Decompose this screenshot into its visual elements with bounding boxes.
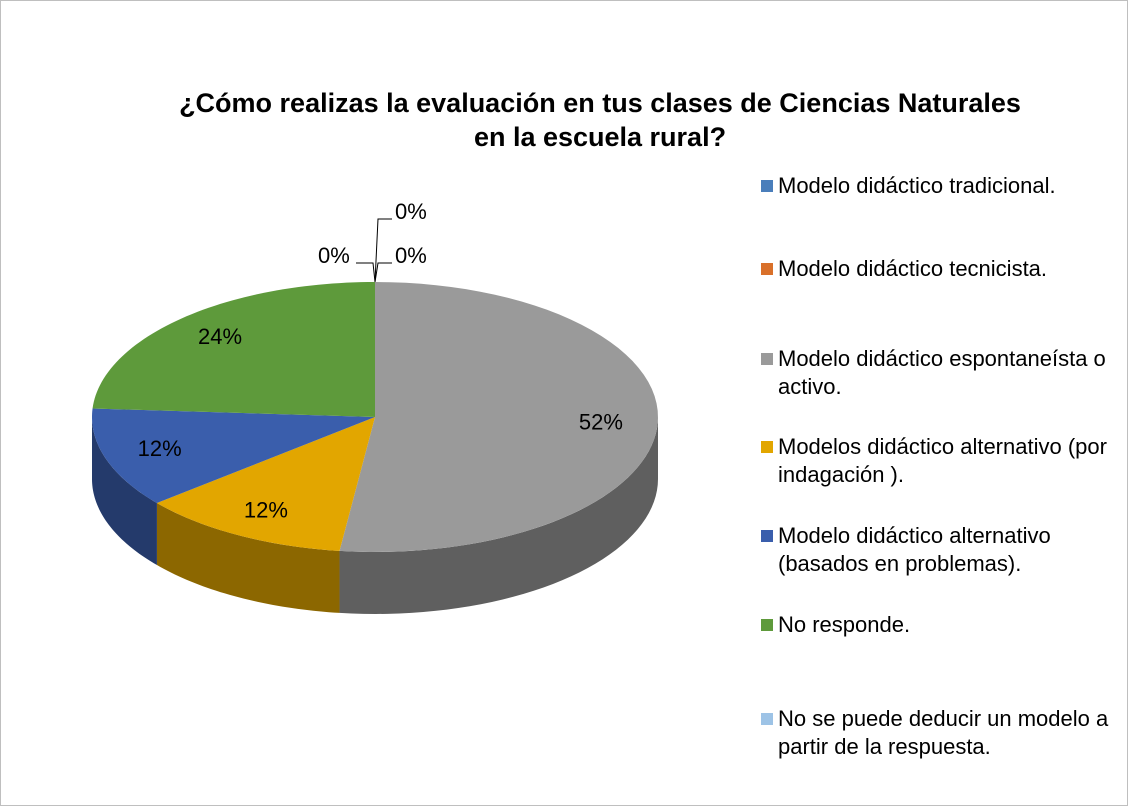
legend-item: No se puede deducir un modelo a partir d… (761, 705, 1128, 761)
legend-swatch (761, 619, 773, 631)
slice-side (339, 417, 658, 614)
chart-title: ¿Cómo realizas la evaluación en tus clas… (179, 88, 1021, 152)
data-label: 24% (198, 324, 242, 349)
legend-swatch (761, 263, 773, 275)
slice (156, 417, 375, 551)
data-label: 0% (395, 243, 427, 268)
legend-label: Modelo didáctico tradicional. (778, 173, 1056, 198)
legend-item: Modelo didáctico alternativo (basados en… (761, 522, 1128, 578)
legend-label: Modelos didáctico alternativo (por indag… (778, 434, 1107, 487)
data-label: 12% (138, 436, 182, 461)
slice (92, 282, 375, 417)
leader-line (374, 262, 392, 283)
legend-label: No se puede deducir un modelo a partir d… (778, 706, 1109, 759)
leader-line (374, 218, 392, 283)
legend-item: Modelos didáctico alternativo (por indag… (761, 433, 1128, 489)
legend-item: Modelo didáctico tradicional. (761, 172, 1128, 200)
leader-line (356, 262, 376, 283)
legend-item: Modelo didáctico espontaneísta o activo. (761, 345, 1128, 401)
legend-swatch (761, 180, 773, 192)
legend-label: Modelo didáctico tecnicista. (778, 256, 1048, 281)
legend-swatch (761, 353, 773, 365)
data-label: 0% (395, 199, 427, 224)
legend-swatch (761, 530, 773, 542)
legend-label: Modelo didáctico espontaneísta o activo. (778, 346, 1106, 399)
legend-item: Modelo didáctico tecnicista. (761, 255, 1128, 283)
slice-side (92, 417, 157, 566)
slice (92, 408, 375, 504)
legend-swatch (761, 441, 773, 453)
legend-label: Modelo didáctico alternativo (basados en… (778, 523, 1051, 576)
data-label: 12% (244, 497, 288, 522)
slice (339, 282, 658, 552)
slice-side (156, 503, 340, 613)
legend-label: No responde. (778, 612, 911, 637)
legend-swatch (761, 713, 773, 725)
legend-item: No responde. (761, 611, 1128, 639)
data-label: 52% (579, 410, 623, 435)
data-label: 0% (318, 243, 350, 268)
